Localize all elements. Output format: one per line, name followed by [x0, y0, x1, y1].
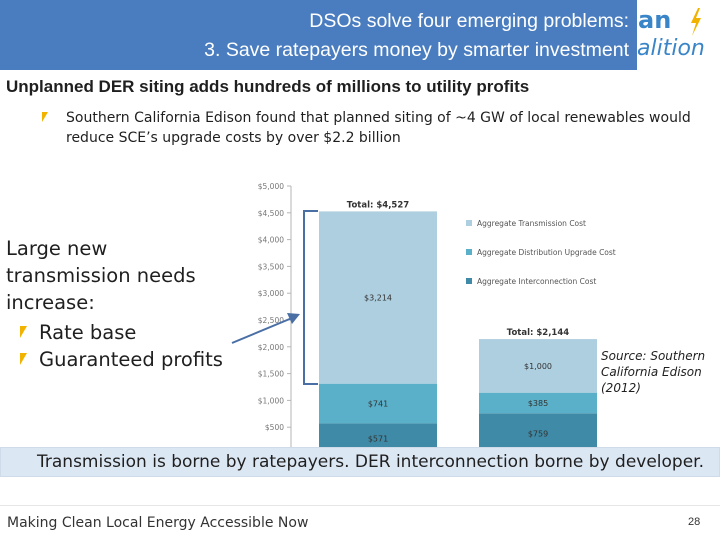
y-tick-label: $5,000 [258, 182, 284, 191]
y-tick-label: $3,000 [258, 289, 284, 298]
y-tick-label: $2,500 [258, 316, 284, 325]
y-tick-label: $1,000 [258, 396, 284, 405]
header: DSOs solve four emerging problems: 3. Sa… [0, 0, 720, 70]
page-number: 28 [688, 516, 701, 528]
bullet-icon [20, 326, 27, 338]
total-label: Total: $4,527 [347, 200, 409, 210]
data-label: $759 [528, 430, 548, 439]
footer-divider [0, 505, 720, 506]
bracket [303, 210, 318, 385]
legend-label: Aggregate Interconnection Cost [477, 277, 596, 286]
bar-segment [319, 383, 437, 424]
y-tick-label: $500 [265, 423, 284, 432]
title-line-1: DSOs solve four emerging problems: [309, 10, 629, 32]
bullet-icon [20, 353, 27, 365]
list-item-rate-base: Rate base [39, 321, 137, 344]
banner: Transmission is borne by ratepayers. DER… [0, 447, 720, 477]
total-label: Total: $2,144 [507, 328, 569, 338]
left-intro-line-2: transmission needs [6, 264, 196, 287]
legend-swatch [466, 220, 472, 226]
arrow-head [287, 313, 300, 324]
banner-text: Transmission is borne by ratepayers. DER… [37, 452, 705, 472]
y-tick-label: $4,500 [258, 209, 284, 218]
list-item-guaranteed-profits: Guaranteed profits [39, 348, 223, 371]
title-line-2: 3. Save ratepayers money by smarter inve… [204, 39, 629, 61]
y-tick-label: $4,000 [258, 236, 284, 245]
source-note: Source: Southern California Edison (2012… [601, 349, 706, 395]
bullet-icon [42, 112, 48, 122]
legend-swatch [466, 278, 472, 284]
arrow-line [231, 317, 293, 344]
lightning-bolt-icon [691, 8, 701, 36]
data-label: $1,000 [524, 362, 552, 371]
finding-paragraph: Southern California Edison found that pl… [66, 110, 691, 146]
data-label: $741 [368, 400, 388, 409]
title-box: DSOs solve four emerging problems: 3. Sa… [0, 0, 637, 70]
subtitle: Unplanned DER siting adds hundreds of mi… [6, 77, 530, 96]
left-intro-line-1: Large new [6, 237, 108, 260]
y-tick-label: $1,500 [258, 370, 284, 379]
logo-text-top: an [638, 6, 672, 34]
footer-tagline: Making Clean Local Energy Accessible Now [7, 515, 309, 531]
logo-text-bottom: alition [637, 36, 705, 61]
data-label: $3,214 [364, 294, 392, 303]
legend-label: Aggregate Distribution Upgrade Cost [477, 248, 616, 257]
bar-segment [479, 392, 597, 414]
legend-label: Aggregate Transmission Cost [477, 219, 586, 228]
y-tick-label: $3,500 [258, 262, 284, 271]
left-intro-line-3: increase: [6, 291, 95, 314]
legend-swatch [466, 249, 472, 255]
left-intro: Large new transmission needs increase: [6, 235, 196, 316]
bar-segment [479, 339, 597, 393]
data-label: $571 [368, 435, 388, 444]
y-tick-label: $2,000 [258, 343, 284, 352]
bar-segment [319, 211, 437, 384]
data-label: $385 [528, 399, 548, 408]
